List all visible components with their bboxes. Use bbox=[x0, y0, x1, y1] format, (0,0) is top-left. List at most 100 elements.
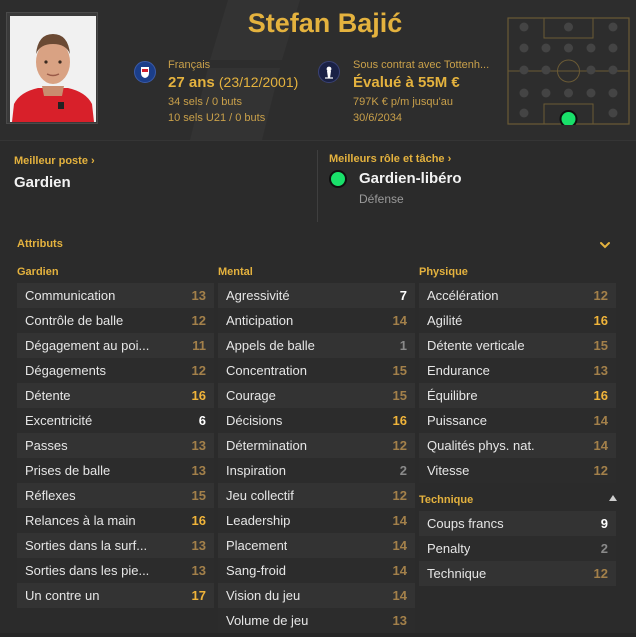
attribute-value: 16 bbox=[392, 413, 407, 428]
chevron-down-icon[interactable] bbox=[598, 238, 612, 252]
attribute-name: Leadership bbox=[226, 513, 291, 528]
attribute-value: 15 bbox=[593, 338, 608, 353]
attribute-row[interactable]: Puissance 14 bbox=[419, 408, 616, 433]
attribute-name: Passes bbox=[25, 438, 68, 453]
attribute-row[interactable]: Détente verticale 15 bbox=[419, 333, 616, 358]
attribute-value: 16 bbox=[191, 513, 206, 528]
attribute-row[interactable]: Détermination 12 bbox=[218, 433, 415, 458]
attribute-row[interactable]: Dégagement au poi... 11 bbox=[17, 333, 214, 358]
attribute-value: 1 bbox=[399, 338, 407, 353]
u21-caps: 10 sels U21 / 0 buts bbox=[168, 112, 266, 124]
attribute-value: 9 bbox=[600, 516, 608, 531]
attribute-name: Dégagements bbox=[25, 363, 106, 378]
attribute-row[interactable]: Contrôle de balle 12 bbox=[17, 308, 214, 333]
attribute-name: Technique bbox=[427, 566, 487, 581]
position-pitch-diagram bbox=[507, 17, 630, 125]
best-position-link[interactable]: Meilleur poste › bbox=[14, 155, 95, 167]
attribute-list-mental: Agressivité 7 Anticipation 14 Appels de ball… bbox=[218, 283, 415, 633]
attribute-value: 13 bbox=[191, 438, 206, 453]
attribute-value: 13 bbox=[191, 463, 206, 478]
best-role-link[interactable]: Meilleurs rôle et tâche › bbox=[329, 153, 451, 165]
attribute-value: 12 bbox=[593, 288, 608, 303]
attribute-row[interactable]: Relances à la main 16 bbox=[17, 508, 214, 533]
attribute-row[interactable]: Technique 12 bbox=[419, 561, 616, 586]
attribute-value: 13 bbox=[593, 363, 608, 378]
attribute-value: 13 bbox=[191, 563, 206, 578]
attribute-value: 6 bbox=[198, 413, 206, 428]
best-role-label: Meilleurs rôle et tâche bbox=[329, 153, 445, 165]
attribute-row[interactable]: Vision du jeu 14 bbox=[218, 583, 415, 608]
contract-status[interactable]: Sous contrat avec Tottenh... bbox=[353, 59, 490, 71]
attribute-value: 14 bbox=[593, 413, 608, 428]
attribute-row[interactable]: Décisions 16 bbox=[218, 408, 415, 433]
attribute-row[interactable]: Penalty 2 bbox=[419, 536, 616, 561]
attribute-row[interactable]: Détente 16 bbox=[17, 383, 214, 408]
age-value: 27 ans bbox=[168, 74, 215, 91]
attribute-row[interactable]: Qualités phys. nat. 14 bbox=[419, 433, 616, 458]
attribute-name: Puissance bbox=[427, 413, 487, 428]
attribute-row[interactable]: Agilité 16 bbox=[419, 308, 616, 333]
attribute-value: 2 bbox=[600, 541, 608, 556]
column-title-technique[interactable]: Technique bbox=[419, 494, 474, 506]
attribute-name: Vision du jeu bbox=[226, 588, 301, 603]
attribute-value: 12 bbox=[593, 566, 608, 581]
attribute-row[interactable]: Sorties dans la surf... 13 bbox=[17, 533, 214, 558]
attribute-row[interactable]: Excentricité 6 bbox=[17, 408, 214, 433]
triangle-up-icon[interactable] bbox=[609, 495, 617, 501]
attribute-name: Agilité bbox=[427, 313, 463, 328]
attribute-row[interactable]: Placement 14 bbox=[218, 533, 415, 558]
attribute-row[interactable]: Anticipation 14 bbox=[218, 308, 415, 333]
attribute-name: Un contre un bbox=[25, 588, 100, 603]
watermark-logo-icon bbox=[190, 0, 300, 140]
attribute-row[interactable]: Un contre un 17 bbox=[17, 583, 214, 608]
attribute-name: Jeu collectif bbox=[226, 488, 294, 503]
attribute-name: Détente bbox=[25, 388, 71, 403]
attributes-title: Attributs bbox=[17, 238, 63, 250]
attribute-row[interactable]: Sang-froid 14 bbox=[218, 558, 415, 583]
attribute-name: Réflexes bbox=[25, 488, 76, 503]
player-name: Stefan Bajić bbox=[247, 8, 403, 38]
attribute-name: Détermination bbox=[226, 438, 307, 453]
attribute-value: 14 bbox=[593, 438, 608, 453]
attribute-row[interactable]: Passes 13 bbox=[17, 433, 214, 458]
attribute-row[interactable]: Inspiration 2 bbox=[218, 458, 415, 483]
attribute-name: Communication bbox=[25, 288, 116, 303]
attribute-name: Vitesse bbox=[427, 463, 470, 478]
attribute-row[interactable]: Prises de balle 13 bbox=[17, 458, 214, 483]
attribute-row[interactable]: Vitesse 12 bbox=[419, 458, 616, 483]
attribute-name: Dégagement au poi... bbox=[25, 338, 150, 353]
attribute-row[interactable]: Leadership 14 bbox=[218, 508, 415, 533]
attribute-name: Placement bbox=[226, 538, 288, 553]
chevron-right-icon: › bbox=[91, 155, 95, 167]
player-photo bbox=[10, 16, 96, 122]
attribute-row[interactable]: Volume de jeu 13 bbox=[218, 608, 415, 633]
attribute-value: 12 bbox=[593, 463, 608, 478]
attribute-name: Qualités phys. nat. bbox=[427, 438, 535, 453]
attribute-row[interactable]: Agressivité 7 bbox=[218, 283, 415, 308]
attribute-value: 17 bbox=[191, 588, 206, 603]
attribute-value: 12 bbox=[392, 488, 407, 503]
attribute-row[interactable]: Communication 13 bbox=[17, 283, 214, 308]
attribute-row[interactable]: Courage 15 bbox=[218, 383, 415, 408]
attribute-value: 2 bbox=[399, 463, 407, 478]
attribute-name: Agressivité bbox=[226, 288, 290, 303]
attribute-row[interactable]: Équilibre 16 bbox=[419, 383, 616, 408]
attribute-row[interactable]: Dégagements 12 bbox=[17, 358, 214, 383]
attribute-row[interactable]: Concentration 15 bbox=[218, 358, 415, 383]
column-title-mental: Mental bbox=[218, 266, 253, 278]
player-value: Évalué à 55M € bbox=[353, 74, 460, 91]
attribute-name: Courage bbox=[226, 388, 276, 403]
attribute-row[interactable]: Jeu collectif 12 bbox=[218, 483, 415, 508]
attribute-value: 13 bbox=[191, 538, 206, 553]
attribute-value: 16 bbox=[593, 313, 608, 328]
attribute-row[interactable]: Appels de balle 1 bbox=[218, 333, 415, 358]
france-flag-icon bbox=[134, 61, 156, 83]
attribute-row[interactable]: Accélération 12 bbox=[419, 283, 616, 308]
attribute-row[interactable]: Sorties dans les pie... 13 bbox=[17, 558, 214, 583]
attribute-row[interactable]: Coups francs 9 bbox=[419, 511, 616, 536]
attribute-row[interactable]: Endurance 13 bbox=[419, 358, 616, 383]
attribute-name: Concentration bbox=[226, 363, 307, 378]
attribute-row[interactable]: Réflexes 15 bbox=[17, 483, 214, 508]
birthdate: (23/12/2001) bbox=[218, 74, 299, 90]
attribute-value: 13 bbox=[392, 613, 407, 628]
